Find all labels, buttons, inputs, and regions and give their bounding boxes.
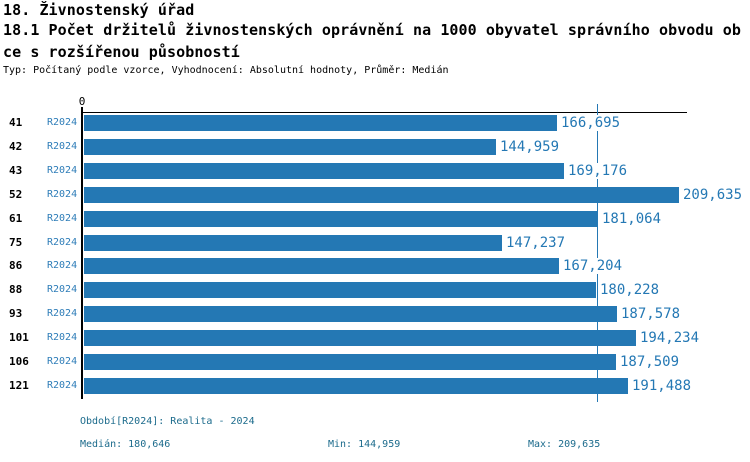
- row-category-label: 42: [9, 140, 23, 153]
- bar: [84, 330, 636, 346]
- bar-value-label: 187,578: [621, 306, 683, 322]
- row-series-label: R2024: [47, 117, 78, 128]
- bar-value-label: 194,234: [640, 330, 702, 346]
- chart-indicator-title-line2: ce s rozšířenou působností: [3, 43, 240, 61]
- row-category-label: 93: [9, 307, 23, 320]
- footer-min-label: Min: 144,959: [328, 439, 401, 450]
- bar-value-label: 147,237: [506, 235, 568, 251]
- bar: [84, 354, 616, 370]
- row-series-label: R2024: [47, 260, 78, 271]
- row-series-label: R2024: [47, 237, 78, 248]
- row-category-label: 61: [9, 212, 23, 225]
- row-category-label: 101: [9, 331, 29, 344]
- y-axis-line: [81, 107, 83, 399]
- footer-median-label: Medián: 180,646: [80, 439, 171, 450]
- bar: [84, 211, 598, 227]
- row-category-label: 52: [9, 188, 23, 201]
- row-series-label: R2024: [47, 380, 78, 391]
- row-series-label: R2024: [47, 356, 78, 367]
- chart-indicator-title-line1: 18.1 Počet držitelů živnostenských opráv…: [3, 21, 741, 39]
- row-category-label: 41: [9, 116, 23, 129]
- row-category-label: 43: [9, 164, 23, 177]
- row-category-label: 75: [9, 236, 23, 249]
- bar: [84, 115, 557, 131]
- bar: [84, 187, 679, 203]
- bar: [84, 306, 617, 322]
- chart-subtitle: Typ: Počítaný podle vzorce, Vyhodnocení:…: [3, 65, 449, 76]
- bar-value-label: 187,509: [620, 354, 682, 370]
- x-axis-line: [82, 112, 687, 113]
- x-axis-zero-tick-label: 0: [78, 95, 86, 108]
- bar-value-label: 181,064: [602, 211, 664, 227]
- median-reference-line: [597, 104, 598, 402]
- bar-value-label: 144,959: [500, 139, 562, 155]
- footer-period-label: Období[R2024]: Realita - 2024: [80, 416, 255, 427]
- bar: [84, 163, 564, 179]
- row-series-label: R2024: [47, 284, 78, 295]
- bar: [84, 258, 559, 274]
- row-series-label: R2024: [47, 308, 78, 319]
- row-category-label: 121: [9, 379, 29, 392]
- row-series-label: R2024: [47, 332, 78, 343]
- bar: [84, 282, 596, 298]
- chart-section-title: 18. Živnostenský úřad: [3, 1, 195, 19]
- bar-value-label: 166,695: [561, 115, 623, 131]
- row-category-label: 106: [9, 355, 29, 368]
- bar: [84, 235, 502, 251]
- bar: [84, 378, 628, 394]
- bar-value-label: 169,176: [568, 163, 630, 179]
- row-series-label: R2024: [47, 141, 78, 152]
- bar-value-label: 180,228: [600, 282, 662, 298]
- bar-value-label: 209,635: [683, 187, 745, 203]
- bar: [84, 139, 496, 155]
- row-category-label: 88: [9, 283, 23, 296]
- row-category-label: 86: [9, 259, 23, 272]
- bar-value-label: 191,488: [632, 378, 694, 394]
- footer-max-label: Max: 209,635: [528, 439, 601, 450]
- row-series-label: R2024: [47, 165, 78, 176]
- bar-value-label: 167,204: [563, 258, 625, 274]
- row-series-label: R2024: [47, 213, 78, 224]
- row-series-label: R2024: [47, 189, 78, 200]
